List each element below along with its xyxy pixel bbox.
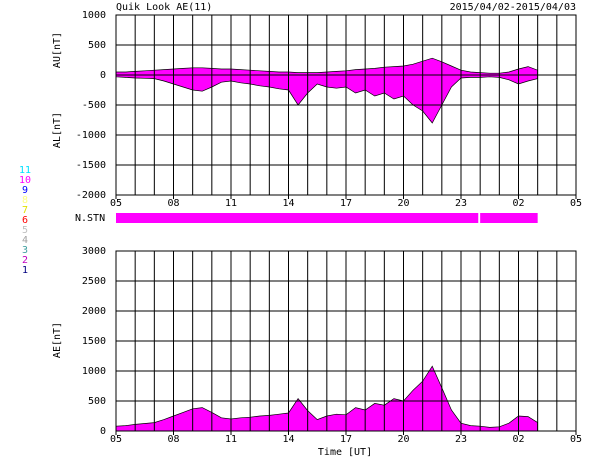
x-tick-label: 11 — [225, 434, 237, 445]
y-tick-label: -500 — [82, 100, 106, 111]
x-tick-label: 05 — [110, 198, 122, 209]
area — [115, 365, 539, 432]
y-tick-label: 1000 — [82, 366, 106, 377]
x-tick-label: 14 — [282, 434, 294, 445]
x-tick-label: 17 — [340, 434, 352, 445]
station-legend-label: 10 — [19, 175, 31, 186]
y-tick-label: 2000 — [82, 306, 106, 317]
station-legend-label: 6 — [22, 215, 28, 226]
x-tick-label: 05 — [110, 434, 122, 445]
x-tick-label: 17 — [340, 198, 352, 209]
y-tick-label: -1500 — [76, 160, 106, 171]
y-tick-label: 0 — [100, 426, 106, 437]
station-legend-label: 4 — [22, 235, 28, 246]
area — [115, 74, 539, 124]
station-legend-label: 11 — [19, 165, 31, 176]
x-tick-label: 20 — [397, 198, 409, 209]
y-tick-label: 500 — [88, 40, 106, 51]
x-tick-label: 11 — [225, 198, 237, 209]
y-axis-label: AU[nT] — [52, 32, 63, 68]
y-tick-label: 1500 — [82, 336, 106, 347]
station-legend-label: 7 — [22, 205, 28, 216]
x-tick-label: 05 — [570, 198, 582, 209]
plot-frame — [115, 14, 577, 196]
area — [115, 57, 539, 76]
y-tick-label: -2000 — [76, 190, 106, 201]
y-tick-label: -1000 — [76, 130, 106, 141]
plot-frame — [115, 250, 577, 432]
station-legend-label: 8 — [22, 195, 28, 206]
station-bar — [480, 213, 538, 223]
x-tick-label: 08 — [167, 198, 179, 209]
y-tick-label: 1000 — [82, 10, 106, 21]
x-tick-label: 08 — [167, 434, 179, 445]
y-tick-label: 500 — [88, 396, 106, 407]
station-legend-label: 1 — [22, 265, 28, 276]
x-tick-label: 05 — [570, 434, 582, 445]
x-tick-label: 20 — [397, 434, 409, 445]
band-label: N.STN — [75, 213, 105, 224]
x-tick-label: 02 — [512, 198, 524, 209]
y-tick-label: 3000 — [82, 246, 106, 257]
y-tick-label: 2500 — [82, 276, 106, 287]
chart-title: Quik Look AE(11) — [116, 2, 212, 13]
y-axis-label: AE[nT] — [52, 322, 63, 358]
y-axis-label: AL[nT] — [52, 112, 63, 148]
x-tick-label: 02 — [512, 434, 524, 445]
station-legend-label: 3 — [22, 245, 28, 256]
x-tick-label: 23 — [455, 198, 467, 209]
station-legend-label: 9 — [22, 185, 28, 196]
date-range: 2015/04/02-2015/04/03 — [450, 2, 576, 13]
station-legend-label: 2 — [22, 255, 28, 266]
x-tick-label: 23 — [455, 434, 467, 445]
station-bar — [116, 213, 479, 223]
y-tick-label: 0 — [100, 70, 106, 81]
x-axis-label: Time [UT] — [318, 447, 372, 458]
x-tick-label: 14 — [282, 198, 294, 209]
station-legend-label: 5 — [22, 225, 28, 236]
